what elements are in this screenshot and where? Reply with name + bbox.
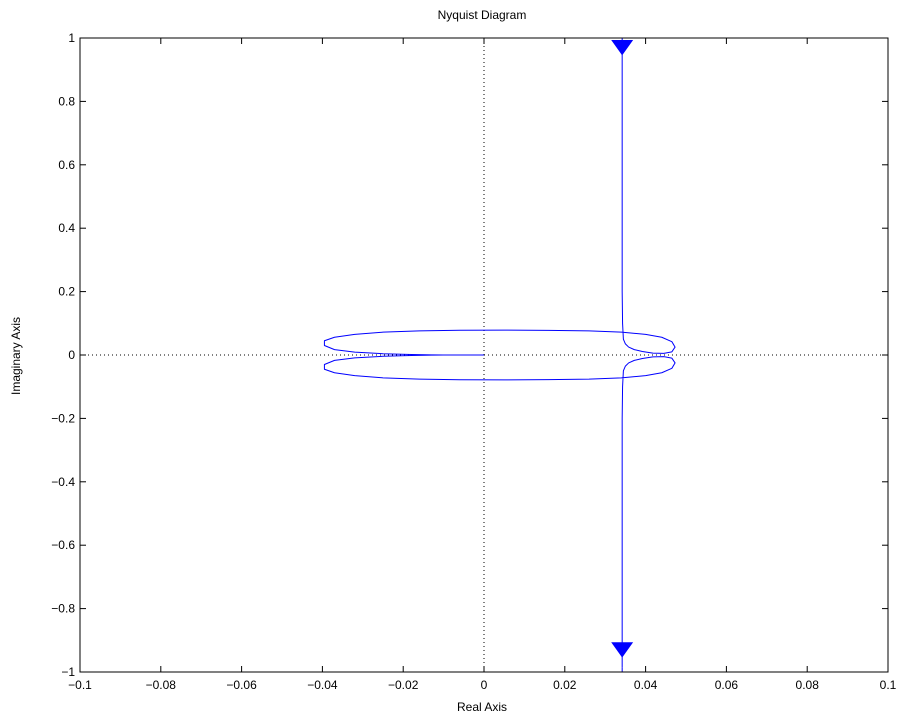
x-tick-label: 0 bbox=[481, 678, 488, 692]
direction-arrows bbox=[611, 40, 634, 658]
y-tick-label: −0.6 bbox=[51, 538, 75, 552]
x-tick-label: 0.08 bbox=[796, 678, 820, 692]
x-tick-label: −0.04 bbox=[307, 678, 338, 692]
y-tick-label: 0.4 bbox=[58, 221, 75, 235]
nyquist-branch-positive bbox=[323, 42, 676, 356]
y-axis-label: Imaginary Axis bbox=[9, 317, 23, 395]
y-tick-label: 0 bbox=[68, 348, 75, 362]
y-tick-label: −0.8 bbox=[51, 602, 75, 616]
y-tick-label: 0.6 bbox=[58, 158, 75, 172]
direction-arrow-1 bbox=[611, 40, 634, 56]
x-tick-label: −0.1 bbox=[68, 678, 92, 692]
nyquist-branch-negative bbox=[323, 354, 676, 668]
y-tick-label: 1 bbox=[68, 31, 75, 45]
y-tick-label: 0.2 bbox=[58, 285, 75, 299]
y-tick-label: −1 bbox=[61, 665, 75, 679]
x-tick-label: −0.02 bbox=[388, 678, 419, 692]
y-tick-label: −0.2 bbox=[51, 411, 75, 425]
y-tick-label: 0.8 bbox=[58, 94, 75, 108]
x-tick-label: 0.1 bbox=[880, 678, 897, 692]
x-axis-label: Real Axis bbox=[457, 700, 507, 713]
chart-title: Nyquist Diagram bbox=[438, 8, 527, 22]
y-ticks: −1 −0.8 −0.6 −0.4 −0.2 0 0.2 0.4 0.6 0.8 1 bbox=[51, 31, 888, 679]
y-tick-label: −0.4 bbox=[51, 475, 75, 489]
nyquist-curves bbox=[323, 38, 676, 672]
x-tick-label: 0.04 bbox=[634, 678, 658, 692]
x-tick-label: 0.02 bbox=[553, 678, 577, 692]
x-tick-label: 0.06 bbox=[715, 678, 739, 692]
x-tick-label: −0.08 bbox=[146, 678, 177, 692]
x-ticks: −0.1 −0.08 −0.06 −0.04 −0.02 0 0.02 0.04 0.06 0.0… bbox=[68, 38, 897, 692]
direction-arrow-2 bbox=[611, 642, 634, 658]
x-tick-label: −0.06 bbox=[226, 678, 257, 692]
